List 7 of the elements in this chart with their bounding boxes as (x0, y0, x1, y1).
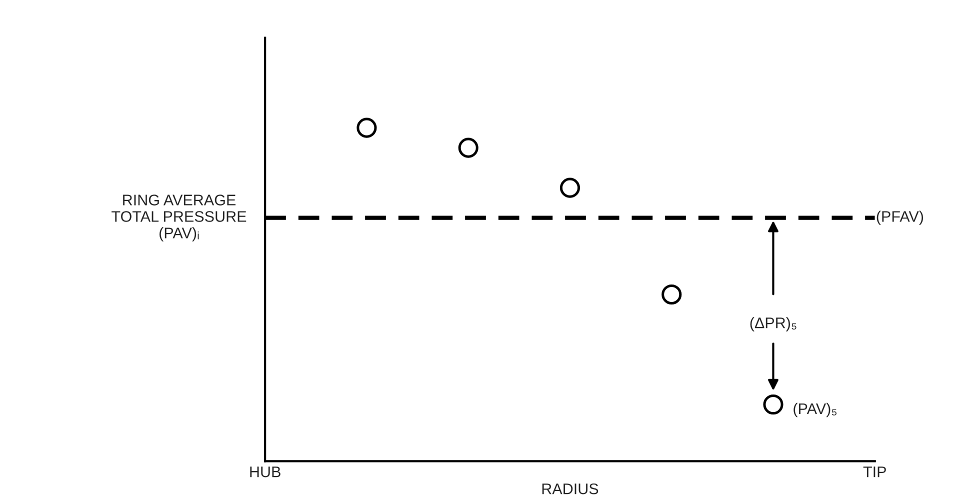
y-axis-title: RING AVERAGE TOTAL PRESSURE (PAV)ᵢ (112, 194, 246, 242)
x-axis-title: RADIUS (542, 483, 598, 494)
ref-line-label: (PFAV) (876, 210, 924, 225)
annotation: (ΔPR)₅ (750, 317, 796, 332)
x-tick-label: TIP (863, 466, 886, 478)
x-tick-label: HUB (250, 466, 280, 478)
annotation: (PAV)₅ (794, 402, 837, 418)
